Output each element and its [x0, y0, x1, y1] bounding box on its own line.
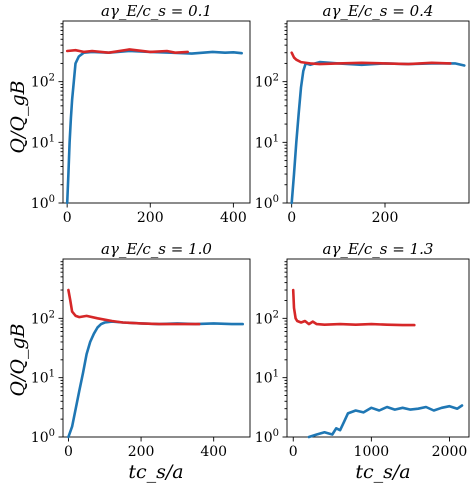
panel-3: 100 101 102 0 200 400 aγ_E/c_s = 1.0 [31, 240, 251, 460]
x-tick-label: 1000 [354, 444, 390, 460]
y-axis-label-bottom: Q/Q_gB [7, 323, 29, 396]
x-axis-label-right: tc_s/a [355, 461, 410, 483]
y-tick-label: 101 [31, 369, 55, 387]
x-tick-label: 0 [289, 444, 298, 460]
x-tick-label: 400 [200, 444, 227, 460]
x-tick-label: 0 [64, 444, 73, 460]
series-line-2 [65, 48, 189, 55]
y-tick-label: 102 [255, 309, 279, 327]
panel-4: 100 101 102 0 1000 2000 aγ_E/c_s = 1.3 [255, 240, 470, 460]
y-tick-label: 100 [255, 194, 279, 212]
x-axis-label-left: tc_s/a [128, 461, 183, 483]
plot-frame [286, 258, 470, 438]
series-line-2 [291, 288, 416, 327]
y-tick-label: 101 [255, 369, 279, 387]
panel-title: aγ_E/c_s = 0.4 [323, 2, 434, 20]
series-line-2 [290, 51, 452, 66]
y-axis-label-top: Q/Q_gB [7, 80, 29, 153]
x-tick-label: 0 [63, 210, 72, 226]
series-line-1 [307, 404, 464, 439]
x-tick-label: 200 [128, 444, 155, 460]
x-tick-label: 2000 [432, 444, 468, 460]
plot-frame [286, 20, 470, 204]
series-line-2 [67, 288, 201, 326]
x-tick-label: 200 [137, 210, 164, 226]
y-tick-label: 102 [255, 73, 279, 91]
plot-frame [62, 20, 251, 204]
series-line-1 [67, 320, 244, 439]
x-tick-label: 200 [372, 210, 399, 226]
x-tick-label: 400 [220, 210, 247, 226]
y-tick-label: 100 [31, 428, 55, 446]
y-tick-label: 100 [255, 428, 279, 446]
y-tick-label: 102 [31, 73, 55, 91]
series-line-1 [290, 60, 466, 205]
series-line-1 [65, 49, 243, 205]
panel-1: 100 101 102 0 200 400 aγ_E/c_s = 0.1 [31, 2, 251, 226]
x-tick-label: 0 [287, 210, 296, 226]
y-tick-label: 101 [31, 133, 55, 151]
y-tick-label: 102 [31, 309, 55, 327]
panel-title: aγ_E/c_s = 0.1 [101, 2, 212, 20]
y-tick-label: 100 [31, 194, 55, 212]
panel-2: 100 101 102 0 200 aγ_E/c_s = 0.4 [255, 2, 470, 226]
panels: 100 101 102 0 200 400 aγ_E/c_s = 0.1 100 101 102 0… [31, 2, 470, 460]
plot-frame [62, 258, 251, 438]
y-tick-label: 101 [255, 133, 279, 151]
panel-title: aγ_E/c_s = 1.3 [323, 240, 434, 258]
panel-title: aγ_E/c_s = 1.0 [101, 240, 212, 258]
